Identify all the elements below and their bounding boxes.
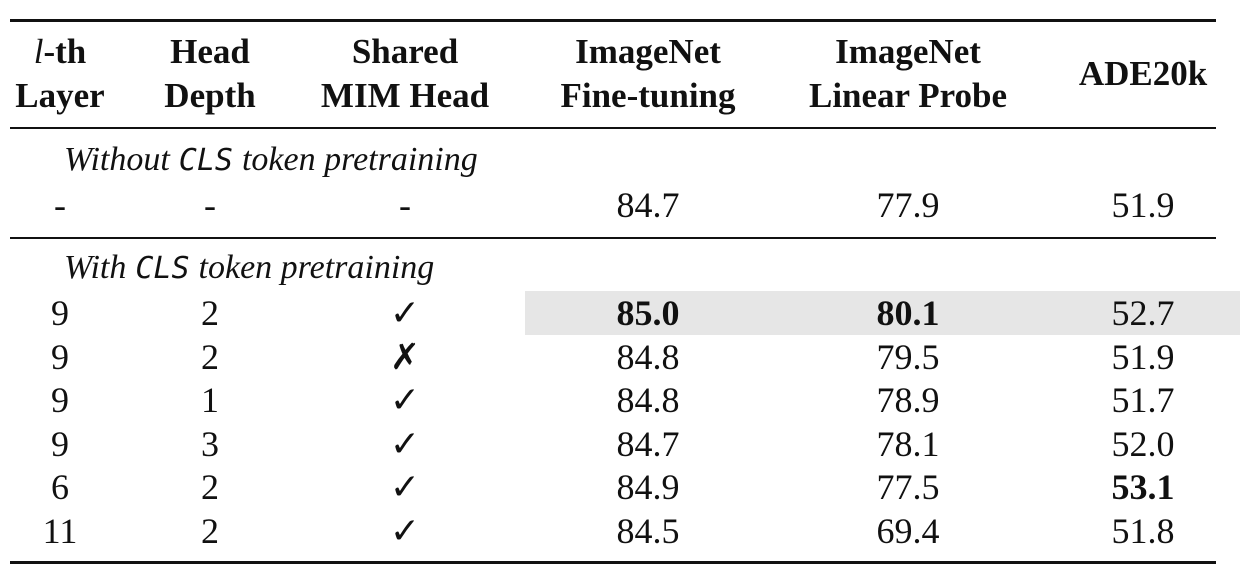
row-highlight	[525, 291, 1240, 335]
column-header: Shared MIM Head	[321, 30, 489, 118]
table-cell: 84.7	[616, 423, 680, 464]
bottom-rule	[10, 561, 1216, 564]
table-cell: 2	[201, 467, 219, 507]
table-cell: -	[204, 185, 216, 225]
table-cell: 80.1	[876, 293, 940, 333]
header-line: Fine-tuning	[560, 76, 736, 115]
table-cell: 84.8	[616, 336, 680, 377]
table-cell: 51.8	[1111, 510, 1175, 551]
table-cell: 52.0	[1111, 423, 1175, 464]
table-cell: ✓	[389, 510, 421, 551]
table-cell: -	[54, 185, 66, 225]
header-line: ImageNet	[575, 32, 721, 71]
header-part: -th	[43, 32, 87, 71]
table-cell: -	[399, 185, 411, 225]
table-cell: 51.9	[1111, 185, 1175, 225]
column-header: Head Depth	[164, 30, 255, 118]
table-cell: 52.7	[1111, 293, 1175, 333]
section-rule	[10, 237, 1216, 239]
header-line: l-th	[15, 30, 104, 74]
header-line: MIM Head	[320, 76, 490, 115]
header-line: Layer	[15, 76, 105, 115]
column-header: l-th Layer	[15, 30, 104, 118]
table-cell: 51.9	[1111, 336, 1175, 377]
header-line: Linear Probe	[808, 76, 1008, 115]
section-title: Without CLS token pretraining	[64, 141, 478, 179]
table-cell: 77.9	[876, 185, 940, 225]
header-line: Shared	[351, 32, 459, 71]
table-cell: ✓	[389, 293, 421, 333]
column-header: ImageNet Linear Probe	[809, 30, 1007, 118]
table-cell: 9	[51, 380, 69, 420]
table-cell: ✓	[389, 380, 421, 420]
table-cell: 9	[51, 423, 69, 464]
header-line: ADE20k	[1078, 54, 1208, 93]
table-cell: 53.1	[1111, 467, 1175, 507]
table-cell: 9	[51, 336, 69, 377]
table-cell: 2	[201, 510, 219, 551]
header-line: ImageNet	[835, 32, 981, 71]
table-cell: 11	[42, 510, 78, 551]
table-cell: 1	[201, 380, 219, 420]
table-cell: 6	[51, 467, 69, 507]
section-title-part: CLS	[135, 251, 190, 286]
table-cell: 79.5	[876, 336, 940, 377]
table-cell: 2	[201, 293, 219, 333]
column-header: ImageNet Fine-tuning	[560, 30, 735, 118]
table-cell: 69.4	[876, 510, 940, 551]
table-cell: 51.7	[1111, 380, 1175, 420]
table-cell: 77.5	[876, 467, 940, 507]
header-rule	[10, 127, 1216, 129]
section-title-part: Without	[64, 141, 170, 178]
section-title-part: token pretraining	[241, 141, 478, 178]
header-part: l	[33, 32, 44, 71]
section-title-part: With	[64, 249, 127, 286]
table-cell: 3	[201, 423, 219, 464]
table-cell: 84.8	[616, 380, 680, 420]
table-cell: 85.0	[616, 293, 680, 333]
table-cell: ✗	[389, 336, 421, 377]
table-cell: 84.5	[616, 510, 680, 551]
table-cell: ✓	[389, 467, 421, 507]
section-title-part: token pretraining	[198, 249, 435, 286]
table-cell: 2	[201, 336, 219, 377]
table-cell: 78.9	[876, 380, 940, 420]
table-cell: 84.7	[616, 185, 680, 225]
section-title-part: CLS	[178, 143, 233, 178]
top-rule	[10, 19, 1216, 22]
table-cell: ✓	[389, 423, 421, 464]
table-cell: 78.1	[876, 423, 940, 464]
table-cell: 9	[51, 293, 69, 333]
table-cell: 84.9	[616, 467, 680, 507]
column-header: ADE20k	[1079, 52, 1207, 96]
header-line: Depth	[164, 76, 256, 115]
header-line: Head	[170, 32, 250, 71]
section-title: With CLS token pretraining	[64, 249, 434, 287]
